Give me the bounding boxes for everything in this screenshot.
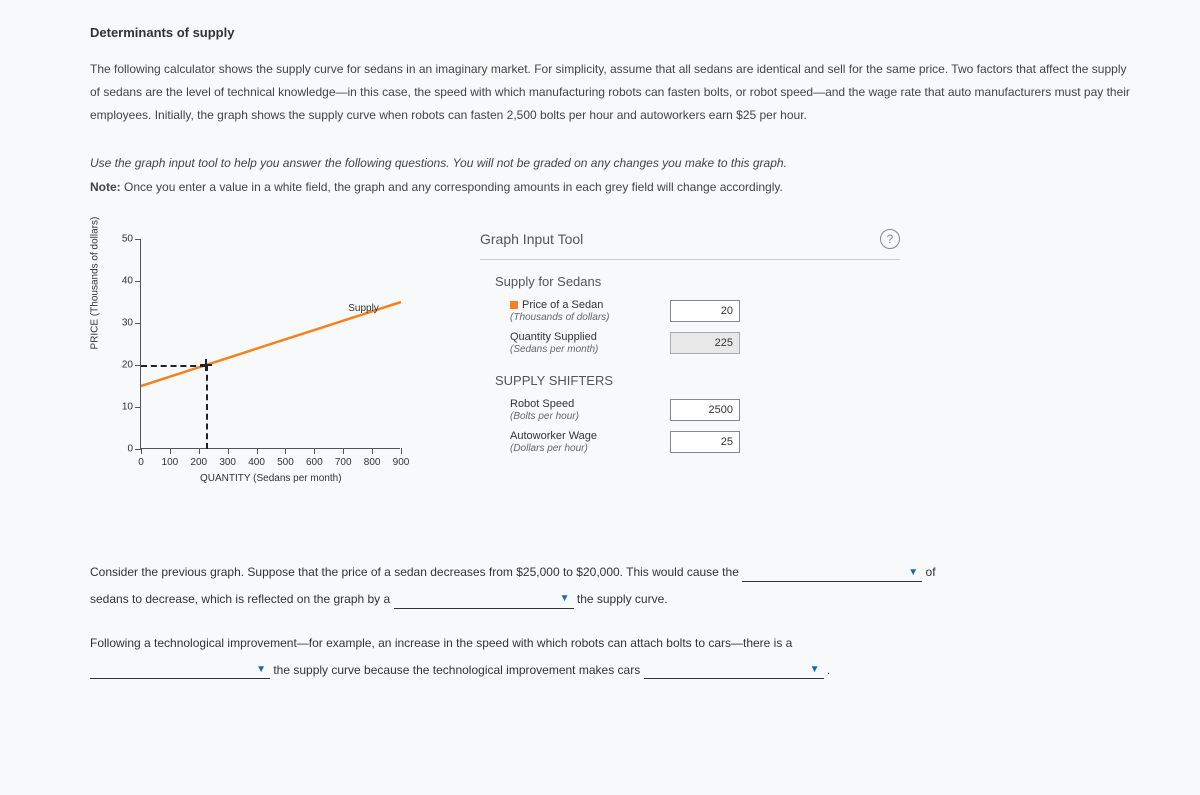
y-tick-label: 40 [111, 276, 133, 287]
q1-text-2: of [926, 565, 936, 579]
q1-dropdown-1[interactable]: ▼ [742, 564, 922, 582]
graph-input-tool: Graph Input Tool ? Supply for Sedans Pri… [480, 229, 900, 466]
section-shifters: SUPPLY SHIFTERS [495, 367, 900, 394]
robot-speed-input[interactable] [670, 399, 740, 421]
caret-down-icon: ▼ [810, 659, 820, 681]
supply-chart[interactable]: PRICE (Thousands of dollars) 01020304050… [90, 229, 430, 489]
x-axis-label: QUANTITY (Sedans per month) [200, 473, 342, 484]
y-tick-label: 10 [111, 402, 133, 413]
caret-down-icon: ▼ [908, 562, 918, 584]
y-tick-label: 20 [111, 360, 133, 371]
note-text: Note: Once you enter a value in a white … [90, 180, 1130, 194]
q2-text-3: . [827, 663, 830, 677]
instructions-text: Use the graph input tool to help you ans… [90, 156, 1130, 170]
wage-label: Autoworker Wage (Dollars per hour) [510, 430, 670, 454]
x-tick-label: 100 [162, 457, 179, 468]
note-body: Once you enter a value in a white field,… [124, 180, 783, 194]
quantity-output [670, 332, 740, 354]
quantity-label: Quantity Supplied (Sedans per month) [510, 331, 670, 355]
q1-dropdown-2[interactable]: ▼ [394, 591, 574, 609]
x-tick-label: 200 [190, 457, 207, 468]
x-tick-label: 900 [393, 457, 410, 468]
q1-text-3: sedans to decrease, which is reflected o… [90, 592, 394, 606]
page-title: Determinants of supply [90, 25, 1130, 40]
price-legend-icon [510, 301, 518, 309]
caret-down-icon: ▼ [560, 588, 570, 610]
robot-label: Robot Speed (Bolts per hour) [510, 398, 670, 422]
y-tick-label: 0 [111, 444, 133, 455]
x-tick-label: 0 [138, 457, 144, 468]
q2-text-2: the supply curve because the technologic… [273, 663, 643, 677]
x-tick-label: 400 [248, 457, 265, 468]
q1-text-4: the supply curve. [577, 592, 668, 606]
x-tick-label: 700 [335, 457, 352, 468]
note-prefix: Note: [90, 180, 124, 194]
intro-text: The following calculator shows the suppl… [90, 58, 1130, 126]
x-tick-label: 300 [219, 457, 236, 468]
y-tick-label: 50 [111, 234, 133, 245]
q2-dropdown-2[interactable]: ▼ [644, 661, 824, 679]
wage-input[interactable] [670, 431, 740, 453]
y-axis-label: PRICE (Thousands of dollars) [90, 217, 101, 350]
price-input[interactable] [670, 300, 740, 322]
x-tick-label: 500 [277, 457, 294, 468]
x-tick-label: 800 [364, 457, 381, 468]
y-tick-label: 30 [111, 318, 133, 329]
q2-text-1: Following a technological improvement—fo… [90, 636, 792, 650]
caret-down-icon: ▼ [256, 659, 266, 681]
help-icon[interactable]: ? [880, 229, 900, 249]
q1-text-1: Consider the previous graph. Suppose tha… [90, 565, 742, 579]
chart-marker[interactable] [200, 359, 212, 371]
price-label: Price of a Sedan (Thousands of dollars) [510, 299, 670, 323]
q2-dropdown-1[interactable]: ▼ [90, 661, 270, 679]
x-tick-label: 600 [306, 457, 323, 468]
tool-title: Graph Input Tool [480, 231, 583, 247]
supply-line-label: Supply [348, 303, 379, 314]
question-block: Consider the previous graph. Suppose tha… [90, 559, 1130, 683]
section-supply: Supply for Sedans [495, 268, 900, 295]
